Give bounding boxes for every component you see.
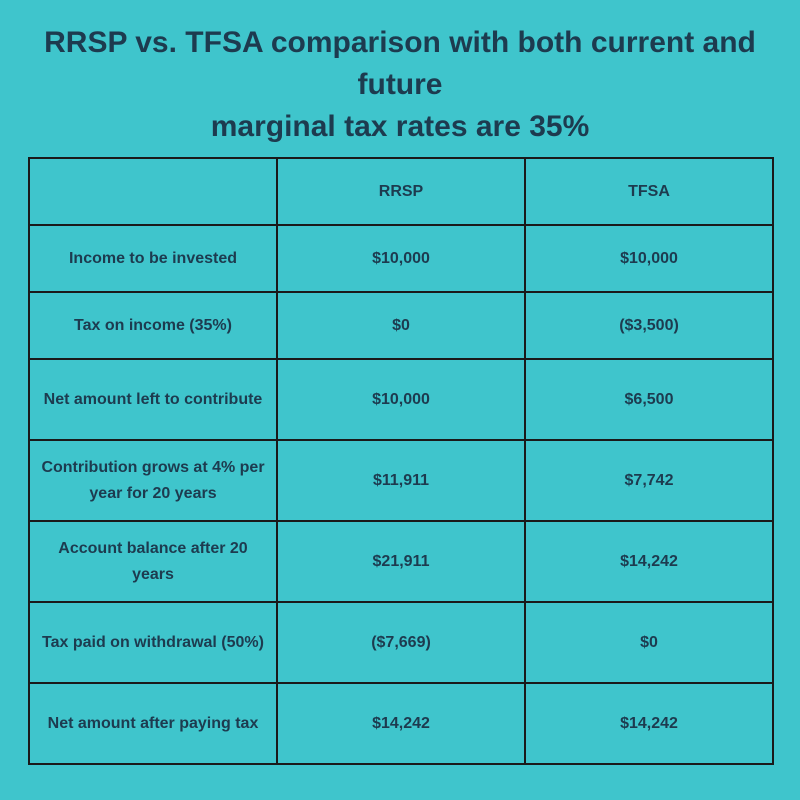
rrsp-value: $21,911	[276, 520, 526, 603]
table-row: Contribution grows at 4% per year for 20…	[28, 439, 774, 522]
table-row: Tax paid on withdrawal (50%) ($7,669) $0	[28, 601, 774, 684]
tfsa-value: $14,242	[524, 520, 774, 603]
tfsa-value: $14,242	[524, 682, 774, 765]
rrsp-value: $14,242	[276, 682, 526, 765]
row-label: Account balance after 20 years	[28, 520, 278, 603]
table-row: Income to be invested $10,000 $10,000	[28, 224, 774, 293]
rrsp-value: $10,000	[276, 224, 526, 293]
row-label: Tax paid on withdrawal (50%)	[28, 601, 278, 684]
title-line-1: RRSP vs. TFSA comparison with both curre…	[44, 26, 756, 101]
row-label: Net amount left to contribute	[28, 358, 278, 441]
tfsa-value: $0	[524, 601, 774, 684]
tfsa-value: $6,500	[524, 358, 774, 441]
table-row: Tax on income (35%) $0 ($3,500)	[28, 291, 774, 360]
comparison-table: RRSP TFSA Income to be invested $10,000 …	[28, 157, 774, 765]
rrsp-value: $10,000	[276, 358, 526, 441]
rrsp-value: $11,911	[276, 439, 526, 522]
row-label: Tax on income (35%)	[28, 291, 278, 360]
tfsa-value: $10,000	[524, 224, 774, 293]
tfsa-value: $7,742	[524, 439, 774, 522]
header-cell-tfsa: TFSA	[524, 157, 774, 226]
header-cell-empty	[28, 157, 278, 226]
table-header-row: RRSP TFSA	[28, 157, 774, 226]
row-label: Income to be invested	[28, 224, 278, 293]
table-row: Net amount after paying tax $14,242 $14,…	[28, 682, 774, 765]
table-row: Account balance after 20 years $21,911 $…	[28, 520, 774, 603]
row-label: Contribution grows at 4% per year for 20…	[28, 439, 278, 522]
header-cell-rrsp: RRSP	[276, 157, 526, 226]
title-line-2: marginal tax rates are 35%	[210, 110, 590, 143]
page-title: RRSP vs. TFSA comparison with both curre…	[0, 22, 800, 148]
rrsp-value: $0	[276, 291, 526, 360]
tfsa-value: ($3,500)	[524, 291, 774, 360]
row-label: Net amount after paying tax	[28, 682, 278, 765]
rrsp-value: ($7,669)	[276, 601, 526, 684]
table-row: Net amount left to contribute $10,000 $6…	[28, 358, 774, 441]
